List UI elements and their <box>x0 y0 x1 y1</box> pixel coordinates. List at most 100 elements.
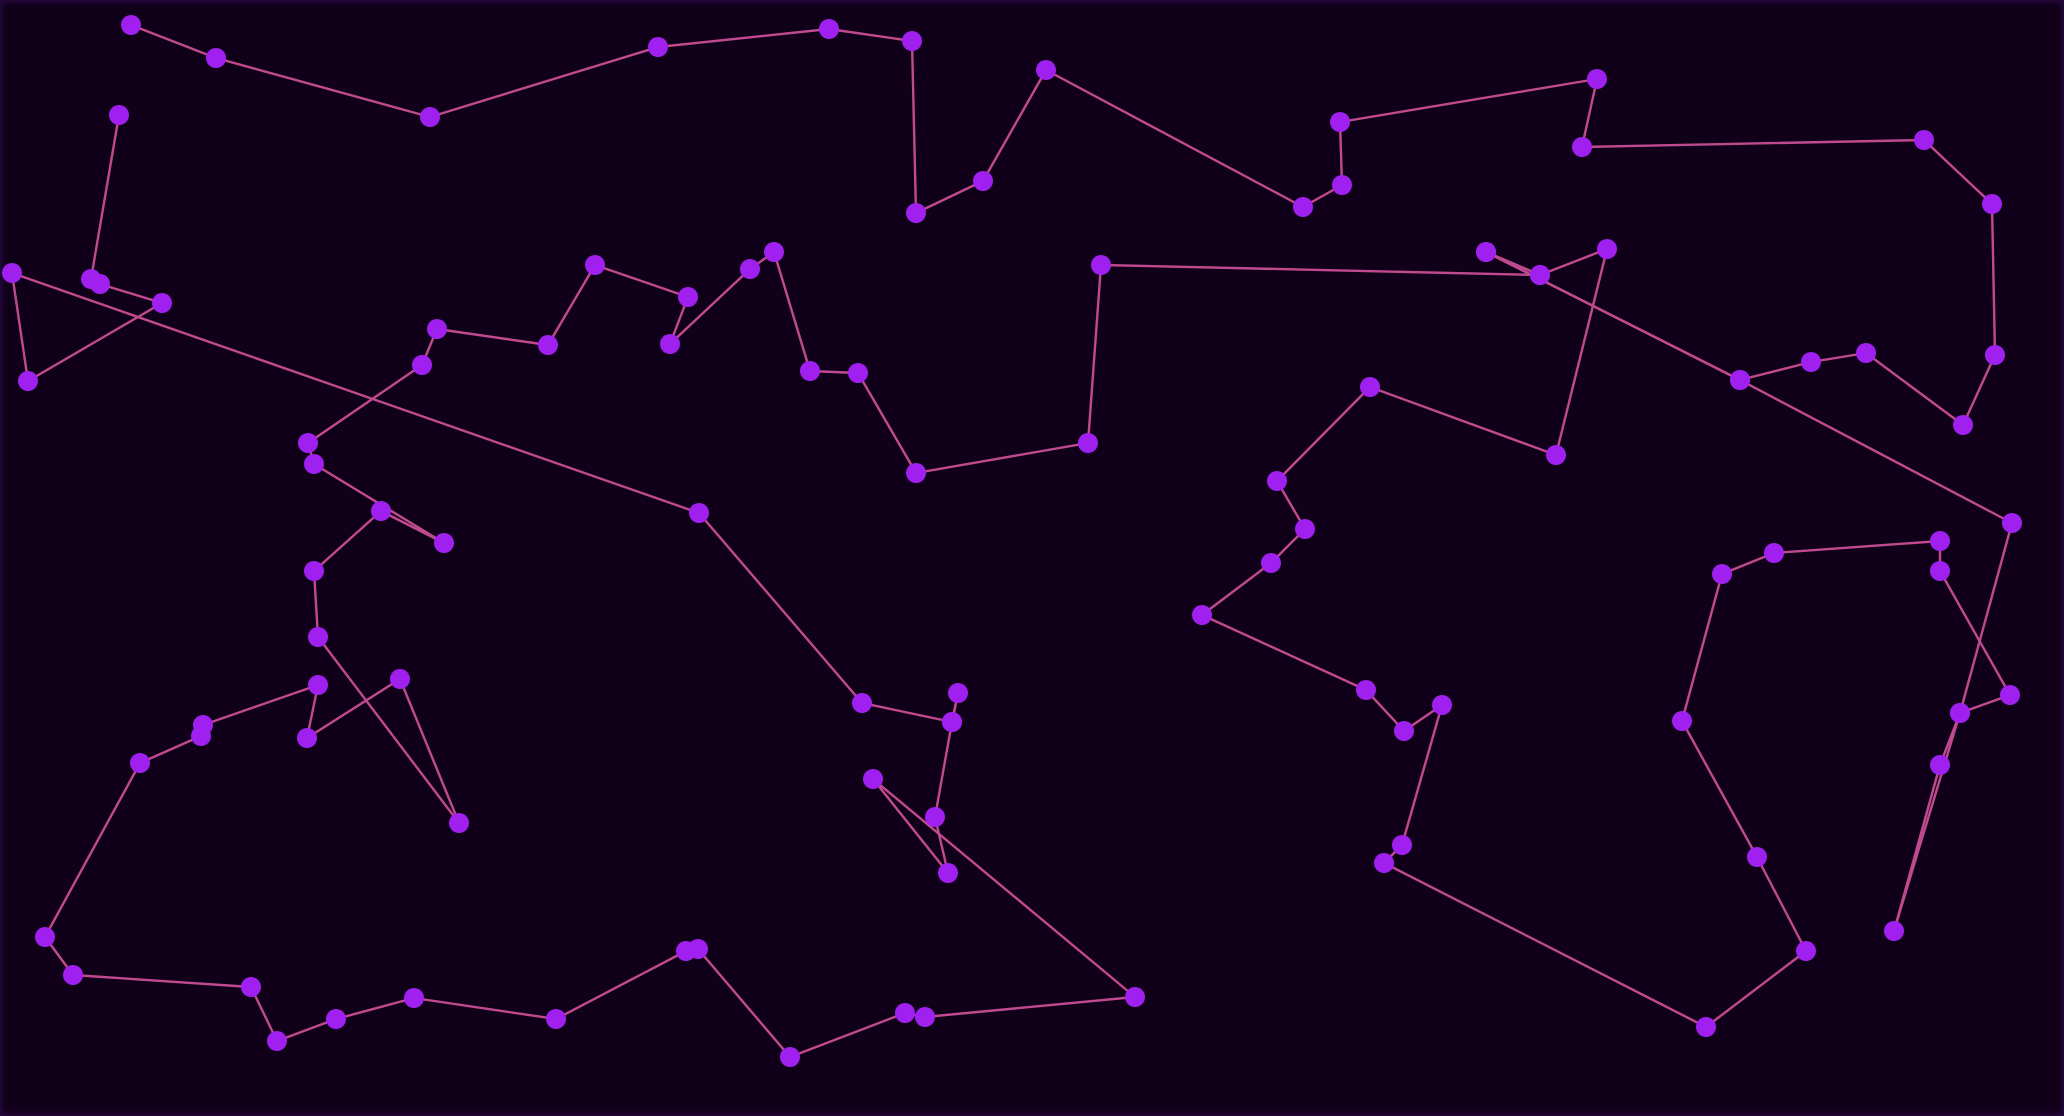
path-node <box>427 319 447 339</box>
path-node <box>18 371 38 391</box>
path-node <box>2002 513 2022 533</box>
path-node <box>915 1007 935 1027</box>
path-edge <box>554 949 688 1021</box>
path-edge <box>1338 77 1599 124</box>
path-node <box>35 927 55 947</box>
path-node <box>1764 543 1784 563</box>
path-node <box>678 287 698 307</box>
node-layer <box>2 15 2022 1067</box>
path-node <box>1192 605 1212 625</box>
path-edge <box>772 250 812 373</box>
path-node <box>895 1003 915 1023</box>
path-edge <box>856 371 918 475</box>
path-node <box>1856 343 1876 363</box>
path-node <box>304 454 324 474</box>
path-edge <box>910 39 918 215</box>
path-node <box>1914 130 1934 150</box>
path-edge <box>788 1011 907 1059</box>
path-edge <box>10 271 701 515</box>
path-edge <box>1990 202 1997 357</box>
path-edge <box>312 569 320 639</box>
path-edge <box>593 263 690 299</box>
path-node <box>948 683 968 703</box>
path-node <box>1930 561 1950 581</box>
path-node <box>404 988 424 1008</box>
path-edge <box>933 720 954 819</box>
path-edge <box>1275 385 1372 483</box>
path-node <box>1476 242 1496 262</box>
path-node <box>1712 564 1732 584</box>
path-edge <box>923 995 1137 1019</box>
path-node <box>1796 941 1816 961</box>
path-node <box>1394 721 1414 741</box>
path-node <box>1078 433 1098 453</box>
path-edge <box>201 683 320 727</box>
path-node <box>1801 352 1821 372</box>
path-edge <box>305 677 402 740</box>
path-edge <box>334 996 416 1021</box>
path-edge <box>871 777 950 875</box>
path-node <box>297 728 317 748</box>
path-node <box>1546 445 1566 465</box>
path-node <box>1360 377 1380 397</box>
path-node <box>130 753 150 773</box>
path-node <box>308 675 328 695</box>
path-edge <box>214 56 432 119</box>
path-edge <box>1580 138 1926 149</box>
path-edge <box>1738 378 2014 525</box>
path-node <box>848 363 868 383</box>
path-node <box>1930 531 1950 551</box>
path-node <box>800 361 820 381</box>
path-node <box>121 15 141 35</box>
path-edge <box>1922 138 1994 206</box>
path-edge <box>697 511 864 705</box>
path-edge <box>1200 613 1368 692</box>
path-edge <box>1400 703 1444 847</box>
path-node <box>1091 255 1111 275</box>
path-node <box>449 813 469 833</box>
path-node <box>585 255 605 275</box>
path-node <box>1696 1017 1716 1037</box>
path-edge <box>1382 861 1708 1029</box>
path-node <box>1432 695 1452 715</box>
path-edge <box>1772 539 1942 555</box>
path-node <box>689 503 709 523</box>
path-node <box>1267 471 1287 491</box>
path-edge <box>71 973 253 989</box>
path-node <box>973 171 993 191</box>
path-edge <box>275 1017 338 1043</box>
path-node <box>1985 345 2005 365</box>
path-node <box>326 1009 346 1029</box>
path-node <box>1261 553 1281 573</box>
path-node <box>267 1031 287 1051</box>
path-edge <box>1368 385 1558 457</box>
path-node <box>412 355 432 375</box>
edge-layer <box>10 23 2014 1059</box>
path-node <box>434 533 454 553</box>
path-node <box>764 242 784 262</box>
path-edge <box>860 701 954 724</box>
path-node <box>298 433 318 453</box>
path-edge <box>1864 351 1965 427</box>
path-node <box>1125 987 1145 1007</box>
path-edge <box>827 27 914 43</box>
path-node <box>152 293 172 313</box>
path-edge <box>1338 120 1344 187</box>
path-edge <box>656 27 831 49</box>
path-edge <box>398 677 461 825</box>
path-node <box>942 712 962 732</box>
path-edge <box>1086 263 1103 445</box>
path-edge <box>1200 561 1273 617</box>
path-edge <box>546 263 597 347</box>
path-node <box>1597 239 1617 259</box>
path-edge <box>89 113 121 281</box>
path-node <box>906 203 926 223</box>
path-edge <box>1704 949 1808 1029</box>
path-node <box>390 669 410 689</box>
path-edge <box>1738 360 1813 382</box>
path-node <box>819 19 839 39</box>
path-edge <box>1958 521 2014 715</box>
path-edge <box>98 282 164 305</box>
path-edge <box>316 635 461 825</box>
path-edge <box>1755 855 1808 953</box>
